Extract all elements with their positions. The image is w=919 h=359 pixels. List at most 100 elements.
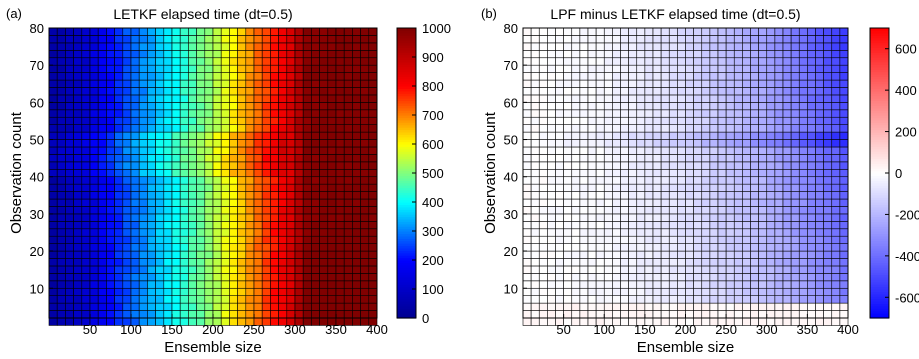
heatmap-cell (319, 102, 329, 111)
heatmap-cell (368, 94, 378, 103)
colorbar-segment (870, 47, 889, 51)
heatmap-cell (693, 146, 703, 155)
heatmap-cell (89, 221, 99, 230)
heatmap-cell (220, 191, 230, 200)
heatmap-cell (97, 243, 107, 252)
colorbar-segment (397, 148, 416, 152)
heatmap-cell (220, 50, 230, 59)
heatmap-cell (73, 131, 83, 140)
colorbar-segment (870, 204, 889, 208)
heatmap-cell (522, 79, 532, 88)
heatmap-cell (270, 50, 279, 59)
colorbar-segment (870, 117, 889, 121)
heatmap-cell (261, 27, 271, 36)
heatmap-cell (790, 131, 800, 140)
heatmap-cell (555, 310, 564, 319)
heatmap-cell (311, 176, 320, 185)
heatmap-cell (603, 198, 613, 207)
heatmap-cell (106, 146, 115, 155)
heatmap-cell (286, 176, 296, 185)
x-tick-label: 100 (120, 322, 142, 337)
heatmap-cell (742, 35, 751, 44)
colorbar-segment (397, 88, 416, 92)
heatmap-cell (56, 265, 66, 274)
heatmap-cell (693, 243, 703, 252)
heatmap-cell (579, 50, 589, 59)
heatmap-cell (563, 102, 573, 111)
heatmap-cell (270, 310, 279, 319)
heatmap-cell (668, 280, 678, 289)
heatmap-cell (360, 213, 370, 222)
heatmap-cell (628, 250, 638, 259)
heatmap-cell (733, 64, 743, 73)
heatmap-cell (343, 228, 353, 237)
heatmap-cell (237, 35, 247, 44)
heatmap-cell (628, 94, 638, 103)
heatmap-cell (587, 265, 597, 274)
y-axis-label: Observation count (482, 111, 499, 234)
heatmap-cell (171, 94, 181, 103)
heatmap-cell (839, 228, 849, 237)
heatmap-cell (294, 228, 304, 237)
heatmap-cell (229, 273, 238, 282)
heatmap-cell (798, 235, 808, 244)
heatmap-cell (750, 310, 759, 319)
heatmap-cell (261, 295, 271, 304)
heatmap-cell (352, 243, 361, 252)
heatmap-cell (815, 109, 824, 118)
heatmap-cell (538, 183, 548, 192)
colorbar-segment (870, 144, 889, 148)
heatmap-cell (798, 146, 808, 155)
heatmap-cell (155, 124, 165, 133)
heatmap-cell (278, 235, 288, 244)
heatmap-cell (815, 206, 824, 215)
heatmap-cell (155, 176, 165, 185)
heatmap-cell (750, 295, 759, 304)
heatmap-cell (709, 168, 719, 178)
heatmap-cell (237, 42, 247, 51)
heatmap-cell (725, 35, 735, 44)
heatmap-cell (701, 191, 711, 200)
heatmap-cell (65, 310, 74, 319)
heatmap-cell (782, 280, 792, 289)
heatmap-cell (815, 191, 824, 200)
heatmap-cell (571, 206, 581, 215)
heatmap-cell (97, 206, 107, 215)
heatmap-cell (603, 191, 613, 200)
heatmap-cell (758, 72, 768, 81)
heatmap-cell (790, 146, 800, 155)
heatmap-cell (733, 206, 743, 215)
heatmap-cell (823, 139, 833, 148)
colorbar-segment (397, 98, 416, 102)
colorbar-tick-label: 300 (422, 224, 444, 239)
heatmap-cell (278, 273, 288, 282)
heatmap-cell (790, 310, 800, 319)
heatmap-cell (368, 258, 378, 267)
heatmap-cell (636, 295, 646, 304)
heatmap-cell (790, 64, 800, 73)
colorbar-segment (870, 197, 889, 201)
heatmap-cell (204, 72, 214, 81)
heatmap-cell (628, 79, 638, 88)
heatmap-cell (343, 27, 353, 36)
heatmap-cell (229, 139, 238, 148)
heatmap-cell (733, 243, 743, 252)
heatmap-cell (547, 235, 556, 244)
heatmap-cell (229, 295, 238, 304)
heatmap-cell (327, 221, 337, 230)
heatmap-cell (311, 213, 320, 222)
heatmap-cell (229, 176, 238, 185)
heatmap-cell (644, 273, 654, 282)
heatmap-cell (522, 154, 532, 163)
heatmap-cell (612, 183, 621, 192)
heatmap-cell (343, 280, 353, 289)
heatmap-cell (327, 109, 337, 118)
heatmap-cell (636, 87, 646, 96)
heatmap-cell (278, 198, 288, 207)
heatmap-cell (807, 191, 816, 200)
colorbar-segment (870, 110, 889, 114)
heatmap-cell (742, 235, 751, 244)
heatmap-cell (261, 154, 271, 163)
heatmap-cell (782, 57, 792, 66)
heatmap-cell (368, 139, 378, 148)
